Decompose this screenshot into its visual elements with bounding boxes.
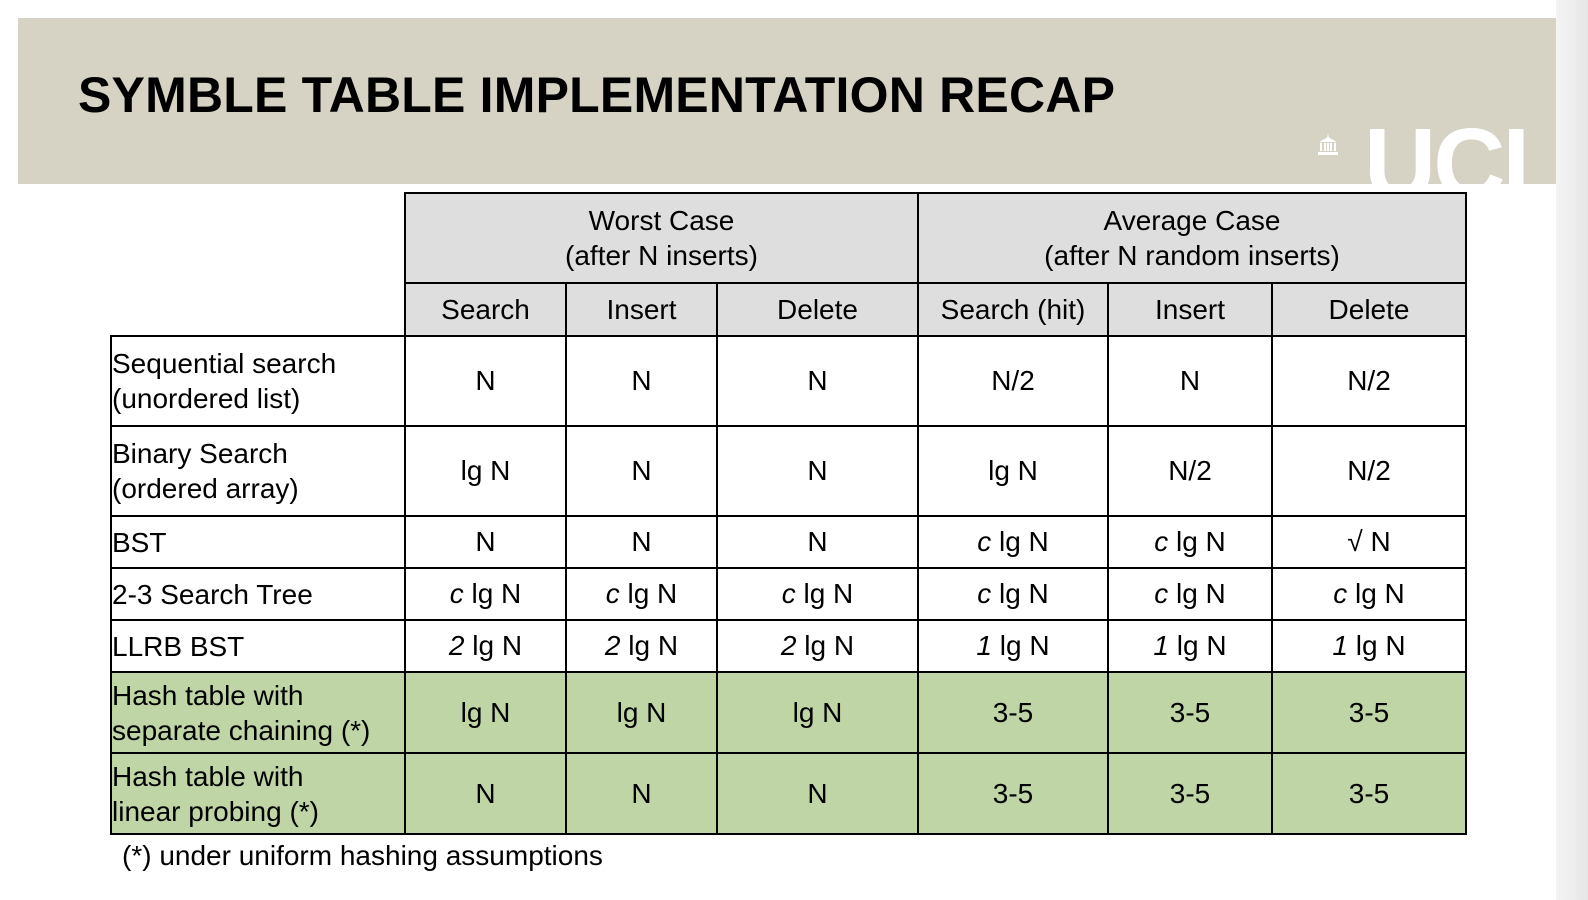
- table-cell: lg N: [404, 425, 567, 517]
- column-header-worst-search: Search: [404, 282, 567, 337]
- group-header-worst-case: Worst Case (after N inserts): [404, 192, 919, 284]
- table-row-hash-linear-probing: Hash table with linear probing (*) N N N …: [110, 752, 1467, 835]
- table-row-sequential-search: Sequential search (unordered list) N N N …: [110, 335, 1467, 427]
- table-cell: c lg N: [1107, 567, 1273, 621]
- table-cell: c lg N: [917, 567, 1109, 621]
- row-label: Hash table with separate chaining (*): [110, 671, 406, 754]
- column-header-average-insert: Insert: [1107, 282, 1273, 337]
- row-label-line2: (ordered array): [112, 473, 299, 504]
- table-cell: c lg N: [1271, 567, 1467, 621]
- ucl-logo: UCL: [1364, 108, 1556, 184]
- table-cell: N: [565, 425, 718, 517]
- table-cell: 3-5: [1107, 752, 1273, 835]
- row-label-line2: linear probing (*): [112, 795, 319, 827]
- group-header-average-case: Average Case (after N random inserts): [917, 192, 1467, 284]
- table-cell: N: [716, 515, 919, 569]
- row-label: BST: [110, 515, 406, 569]
- table-cell: c lg N: [716, 567, 919, 621]
- corner-blank-cell: [111, 283, 405, 336]
- row-label-line2: (unordered list): [112, 383, 301, 414]
- table-cell: N: [404, 335, 567, 427]
- column-header-average-delete: Delete: [1271, 282, 1467, 337]
- header-band: SYMBLE TABLE IMPLEMENTATION RECAP UCL: [18, 18, 1556, 184]
- table-cell: N: [1107, 335, 1273, 427]
- table-cell: 3-5: [1271, 671, 1467, 754]
- row-label-line1: Hash table with: [112, 760, 304, 792]
- column-header-average-search-hit: Search (hit): [917, 282, 1109, 337]
- slide-title: SYMBLE TABLE IMPLEMENTATION RECAP: [78, 67, 1116, 123]
- group-header-subtitle: (after N inserts): [565, 240, 758, 271]
- table-cell: N: [565, 515, 718, 569]
- table-row-llrb-bst: LLRB BST 2 lg N 2 lg N 2 lg N 1 lg N 1 l…: [110, 619, 1467, 673]
- table-cell: c lg N: [1107, 515, 1273, 569]
- table-cell: 2 lg N: [404, 619, 567, 673]
- table-cell: c lg N: [565, 567, 718, 621]
- recap-table: Worst Case (after N inserts) Average Case…: [110, 192, 1467, 835]
- row-label: LLRB BST: [110, 619, 406, 673]
- table-cell: N/2: [1107, 425, 1273, 517]
- table-cell: N: [565, 752, 718, 835]
- column-header-worst-delete: Delete: [716, 282, 919, 337]
- table-cell: N: [404, 752, 567, 835]
- table-cell: lg N: [404, 671, 567, 754]
- table-cell: c lg N: [917, 515, 1109, 569]
- table-cell: 3-5: [1271, 752, 1467, 835]
- table-cell: N: [716, 752, 919, 835]
- table-cell: c lg N: [404, 567, 567, 621]
- table-cell: N/2: [1271, 335, 1467, 427]
- group-header-title: Worst Case: [588, 205, 735, 236]
- row-label: Binary Search (ordered array): [110, 425, 406, 517]
- table-cell: 2 lg N: [716, 619, 919, 673]
- table-cell: N: [404, 515, 567, 569]
- row-label-line1: Hash table with: [112, 679, 304, 711]
- table-row-hash-separate-chaining: Hash table with separate chaining (*) lg …: [110, 671, 1467, 754]
- row-label-line2: separate chaining (*): [112, 714, 371, 746]
- row-label: 2-3 Search Tree: [110, 567, 406, 621]
- table-cell: 1 lg N: [1107, 619, 1273, 673]
- table-cell: N/2: [917, 335, 1109, 427]
- row-label: Hash table with linear probing (*): [110, 752, 406, 835]
- row-label-line1: Binary Search: [112, 438, 288, 469]
- table-cell: lg N: [716, 671, 919, 754]
- table-cell: 2 lg N: [565, 619, 718, 673]
- row-label: Sequential search (unordered list): [110, 335, 406, 427]
- table-cell: √ N: [1271, 515, 1467, 569]
- column-header-worst-insert: Insert: [565, 282, 718, 337]
- table-cell: N: [565, 335, 718, 427]
- table-cell: N: [716, 335, 919, 427]
- group-header-subtitle: (after N random inserts): [1044, 240, 1340, 271]
- table-cell: lg N: [917, 425, 1109, 517]
- table-cell: lg N: [565, 671, 718, 754]
- table-row-bst: BST N N N c lg N c lg N √ N: [110, 515, 1467, 569]
- table-cell: 3-5: [917, 671, 1109, 754]
- right-edge-strip: [1556, 0, 1588, 900]
- table-cell: N/2: [1271, 425, 1467, 517]
- table-row-2-3-search-tree: 2-3 Search Tree c lg N c lg N c lg N c l…: [110, 567, 1467, 621]
- table-cell: 3-5: [917, 752, 1109, 835]
- table-cell: 1 lg N: [1271, 619, 1467, 673]
- table-row-binary-search: Binary Search (ordered array) lg N N N lg…: [110, 425, 1467, 517]
- table-cell: 3-5: [1107, 671, 1273, 754]
- group-header-title: Average Case: [1103, 205, 1281, 236]
- table-cell: 1 lg N: [917, 619, 1109, 673]
- table-cell: N: [716, 425, 919, 517]
- footnote: (*) under uniform hashing assumptions: [122, 840, 603, 871]
- ucl-portico-icon: [1318, 133, 1338, 155]
- row-label-line1: Sequential search: [112, 348, 337, 379]
- corner-blank-cell: [111, 193, 405, 283]
